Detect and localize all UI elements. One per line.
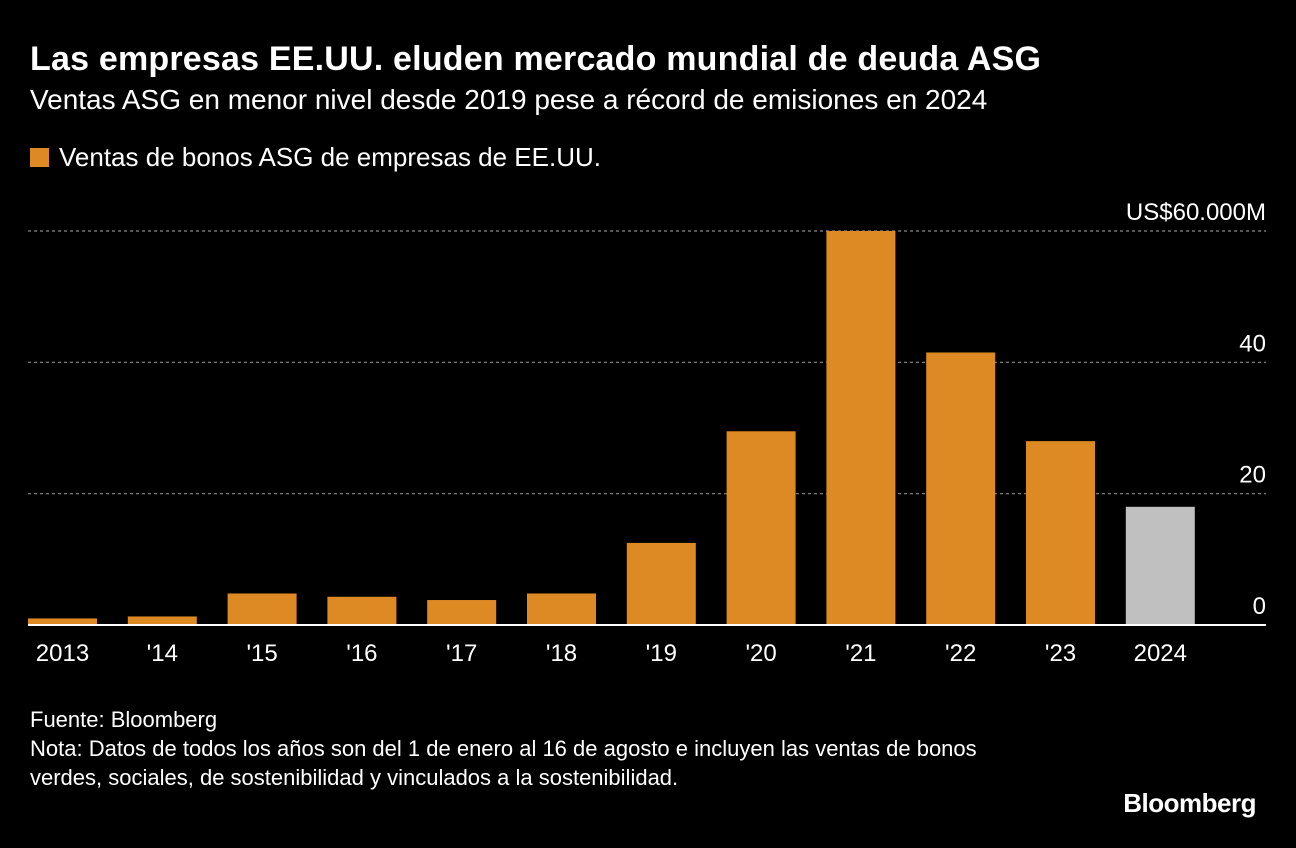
bar bbox=[28, 618, 97, 625]
y-tick-label: 40 bbox=[1239, 330, 1266, 357]
chart-subtitle: Ventas ASG en menor nivel desde 2019 pes… bbox=[30, 84, 988, 115]
x-tick-label: 2024 bbox=[1134, 640, 1187, 667]
bar bbox=[626, 542, 696, 625]
x-tick-label: '15 bbox=[246, 640, 277, 667]
bar bbox=[926, 352, 996, 625]
bar bbox=[826, 231, 896, 625]
source-text: Fuente: Bloomberg bbox=[30, 707, 218, 732]
x-tick-label: '22 bbox=[945, 640, 976, 667]
footer: Fuente: Bloomberg Nota: Datos de todos l… bbox=[30, 705, 1030, 792]
x-tick-label: '18 bbox=[546, 640, 577, 667]
x-tick-label: '14 bbox=[147, 640, 178, 667]
bar bbox=[327, 596, 397, 625]
bar bbox=[427, 600, 497, 625]
bar bbox=[227, 593, 297, 625]
y-tick-label: 20 bbox=[1239, 462, 1266, 489]
x-tick-label: '16 bbox=[346, 640, 377, 667]
bar-chart: 0 20 40 US$60.000M 2013 '14 '15 '16 '17 '18 '19 '20… bbox=[28, 199, 1266, 667]
bar bbox=[726, 431, 796, 625]
bar bbox=[527, 593, 596, 625]
x-tick-label: '23 bbox=[1045, 640, 1076, 667]
legend-label: Ventas de bonos ASG de empresas de EE.UU… bbox=[59, 142, 601, 172]
bar bbox=[127, 616, 197, 625]
x-tick-label: '19 bbox=[646, 640, 677, 667]
x-tick-label: '20 bbox=[745, 640, 776, 667]
legend: Ventas de bonos ASG de empresas de EE.UU… bbox=[30, 142, 601, 173]
y-tick-label: US$60.000M bbox=[1126, 199, 1266, 226]
bar bbox=[1125, 506, 1195, 625]
chart-title: Las empresas EE.UU. eluden mercado mundi… bbox=[30, 40, 1042, 78]
legend-swatch bbox=[30, 148, 49, 167]
x-tick-label: '17 bbox=[446, 640, 477, 667]
x-tick-label: '21 bbox=[845, 640, 876, 667]
note-text: Nota: Datos de todos los años son del 1 … bbox=[30, 736, 977, 790]
x-tick-label: 2013 bbox=[36, 640, 89, 667]
bloomberg-logo: Bloomberg bbox=[1123, 788, 1256, 818]
y-tick-label: 0 bbox=[1253, 593, 1266, 620]
bar bbox=[1026, 441, 1095, 625]
